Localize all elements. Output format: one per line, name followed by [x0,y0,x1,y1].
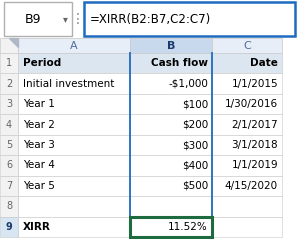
Bar [130,217,212,237]
Text: Cash flow: Cash flow [151,58,208,68]
Text: 5: 5 [6,140,12,150]
Bar [18,155,130,176]
Bar [212,217,282,237]
Text: Year 3: Year 3 [23,140,55,150]
Text: 11.52%: 11.52% [168,222,208,232]
Bar [0,135,18,155]
Text: $400: $400 [182,160,208,170]
Text: $100: $100 [182,99,208,109]
Bar [130,94,212,114]
Bar [18,53,130,73]
Bar [130,114,212,135]
Text: 6: 6 [6,160,12,170]
Bar [0,114,18,135]
Text: $300: $300 [182,140,208,150]
Bar [212,38,282,53]
Bar [18,94,130,114]
Text: 9: 9 [6,222,12,232]
Text: Year 2: Year 2 [23,120,55,130]
Bar [212,53,282,73]
Text: Year 4: Year 4 [23,160,55,170]
Text: Date: Date [250,58,278,68]
Text: A: A [70,40,78,50]
Bar [212,73,282,94]
Bar [212,155,282,176]
Text: 1/1/2015: 1/1/2015 [231,79,278,89]
Bar [212,114,282,135]
Bar [0,176,18,196]
Text: ⋮: ⋮ [71,12,85,26]
Text: 4: 4 [6,120,12,130]
Text: B9: B9 [25,12,41,26]
Text: Initial investment: Initial investment [23,79,115,89]
Text: Year 5: Year 5 [23,181,55,191]
Bar [0,38,18,53]
Bar [212,176,282,196]
Bar [130,176,212,196]
Bar [18,176,130,196]
Text: Period: Period [23,58,61,68]
Bar [0,155,18,176]
Bar [130,196,212,217]
Bar [130,135,212,155]
Bar [18,114,130,135]
Bar [130,217,212,237]
Text: 4/15/2020: 4/15/2020 [225,181,278,191]
Bar [130,53,212,73]
Bar [0,73,18,94]
Bar [4,2,72,36]
Text: ▾: ▾ [62,14,68,24]
Bar [84,2,295,36]
Polygon shape [9,38,18,47]
Text: 1/30/2016: 1/30/2016 [225,99,278,109]
Bar [18,196,130,217]
Text: C: C [243,40,251,50]
Text: =XIRR(B2:B7,C2:C7): =XIRR(B2:B7,C2:C7) [90,12,211,26]
Bar [212,196,282,217]
Text: 3: 3 [6,99,12,109]
Text: 1: 1 [6,58,12,68]
Text: 7: 7 [6,181,12,191]
Bar [212,135,282,155]
Text: -$1,000: -$1,000 [168,79,208,89]
Bar [212,94,282,114]
Text: $500: $500 [182,181,208,191]
Bar [0,94,18,114]
Text: $200: $200 [182,120,208,130]
Bar [0,53,18,73]
Text: 2/1/2017: 2/1/2017 [231,120,278,130]
Bar [0,196,18,217]
Text: 2: 2 [6,79,12,89]
Bar [18,38,130,53]
Bar [130,155,212,176]
Text: 1/1/2019: 1/1/2019 [231,160,278,170]
Bar [0,217,18,237]
Text: Year 1: Year 1 [23,99,55,109]
Text: 8: 8 [6,201,12,211]
Bar [18,73,130,94]
Bar [130,38,212,53]
Bar [130,73,212,94]
Text: B: B [167,40,175,50]
Bar [18,135,130,155]
Bar [18,217,130,237]
Text: 3/1/2018: 3/1/2018 [231,140,278,150]
Text: XIRR: XIRR [23,222,51,232]
